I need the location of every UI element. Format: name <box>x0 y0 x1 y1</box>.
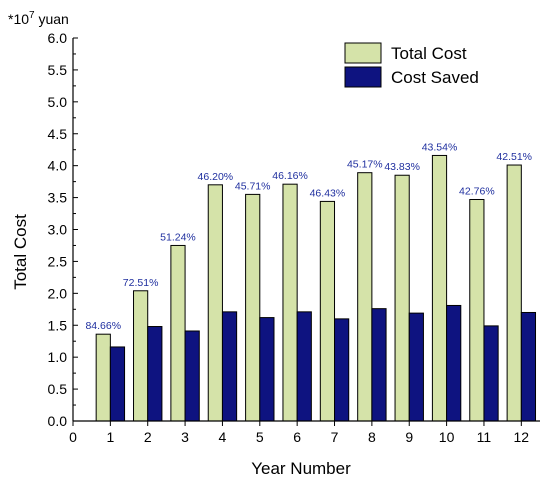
data-label-12: 42.51% <box>496 151 532 163</box>
data-label-1: 84.66% <box>85 320 121 332</box>
legend-swatch-total-cost <box>344 42 382 64</box>
legend-label-cost-saved: Cost Saved <box>391 68 479 87</box>
bar-total-cost-8 <box>357 172 373 422</box>
bar-cost-saved-9 <box>408 312 424 422</box>
y-tick-label-9: 4.5 <box>48 126 68 142</box>
plot-area: 84.66% 72.51% 51.24% 46.20%45.71%46.16%46.4… <box>48 30 540 445</box>
unit-suffix: yuan <box>35 11 69 27</box>
x-tick-label-6: 6 <box>293 429 301 445</box>
bar-cost-saved-1 <box>109 346 126 422</box>
data-label-3: 51.24% <box>160 231 196 243</box>
data-label-6: 46.16% <box>272 170 308 182</box>
bar-total-cost-7 <box>319 200 336 422</box>
y-tick-label-10: 5.0 <box>48 94 68 110</box>
data-label-9: 43.83% <box>384 161 420 173</box>
bar-cost-saved-12 <box>520 311 537 422</box>
x-tick-label-2: 2 <box>144 429 152 445</box>
bar-total-cost-11 <box>469 198 485 422</box>
data-label-4: 46.20% <box>198 171 234 183</box>
y-axis-title: Total Cost <box>11 214 30 290</box>
y-tick-label-11: 5.5 <box>48 62 68 78</box>
y-tick-label-12: 6.0 <box>48 30 68 46</box>
x-axis-title: Year Number <box>251 459 351 478</box>
bar-cost-saved-4 <box>221 311 238 422</box>
bar-total-cost-10 <box>431 154 448 422</box>
bar-cost-saved-3 <box>184 330 200 422</box>
x-tick-label-4: 4 <box>219 429 227 445</box>
y-tick-label-1: 0.5 <box>48 381 68 397</box>
x-tick-label-7: 7 <box>331 429 339 445</box>
y-tick-label-5: 2.5 <box>48 253 68 269</box>
bar-total-cost-1 <box>95 333 111 422</box>
bar-total-cost-9 <box>394 174 410 422</box>
y-tick-label-4: 2.0 <box>48 285 68 301</box>
bar-cost-saved-5 <box>259 317 275 422</box>
bar-cost-saved-8 <box>371 308 387 422</box>
y-tick-label-0: 0.0 <box>48 413 68 429</box>
data-label-2: 72.51% <box>123 277 159 289</box>
bar-total-cost-5 <box>245 193 261 422</box>
data-label-11: 42.76% <box>459 185 495 197</box>
data-label-10: 43.54% <box>422 141 458 153</box>
x-tick-label-11: 11 <box>477 429 492 445</box>
unit-exponent: 7 <box>29 10 35 21</box>
bar-total-cost-2 <box>133 290 149 422</box>
x-tick-label-1: 1 <box>106 429 114 445</box>
legend: Total Cost Cost Saved <box>344 42 479 88</box>
x-tick-label-9: 9 <box>405 429 413 445</box>
bar-cost-saved-2 <box>147 326 163 422</box>
legend-swatch-cost-saved <box>344 66 382 88</box>
bar-cost-saved-10 <box>446 304 462 422</box>
x-tick-label-12: 12 <box>514 429 530 445</box>
bar-cost-saved-11 <box>483 325 499 422</box>
data-label-7: 46.43% <box>310 187 346 199</box>
bar-total-cost-4 <box>207 184 223 422</box>
bar-cost-saved-7 <box>334 318 350 422</box>
y-tick-label-8: 4.0 <box>48 158 68 174</box>
x-tick-label-0: 0 <box>69 429 77 445</box>
bar-total-cost-3 <box>170 244 186 422</box>
x-tick-label-8: 8 <box>368 429 376 445</box>
unit-label: *107 yuan <box>8 10 69 27</box>
data-label-8: 45.17% <box>347 159 383 171</box>
y-tick-label-7: 3.5 <box>48 190 68 206</box>
y-tick-label-3: 1.5 <box>48 317 68 333</box>
x-tick-label-5: 5 <box>256 429 264 445</box>
bar-total-cost-6 <box>282 183 298 422</box>
data-label-5: 45.71% <box>235 180 271 192</box>
x-tick-label-10: 10 <box>439 429 455 445</box>
bar-cost-saved-6 <box>296 311 312 422</box>
bar-total-cost-12 <box>506 164 522 422</box>
legend-label-total-cost: Total Cost <box>391 44 467 63</box>
y-tick-label-2: 1.0 <box>48 349 68 365</box>
x-tick-label-3: 3 <box>181 429 189 445</box>
y-tick-label-6: 3.0 <box>48 222 68 238</box>
